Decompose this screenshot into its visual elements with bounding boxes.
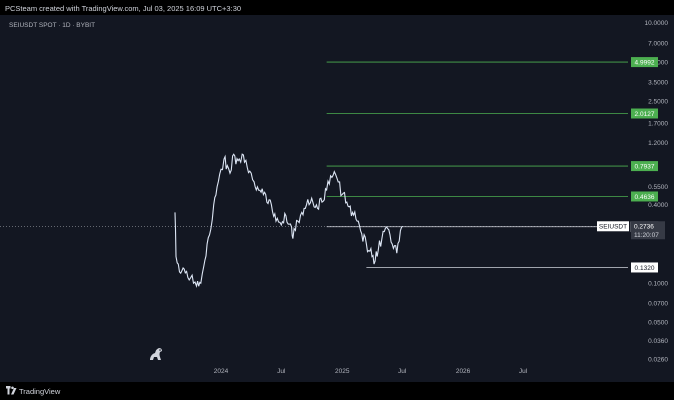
export-credit-text: PCSteam created with TradingView.com, Ju… bbox=[5, 4, 242, 13]
symbol-tag: SEIUSDT bbox=[597, 221, 629, 232]
price-line bbox=[174, 153, 404, 289]
countdown-label: 11:20:07 bbox=[634, 232, 659, 239]
level-tag-label: 0.4636 bbox=[635, 194, 655, 201]
tradingview-logo-icon bbox=[6, 386, 17, 395]
level-price-tag: 0.1320 bbox=[631, 262, 658, 273]
chart-area[interactable]: 10.0000 7.0000 5.0000 3.5000 2.5000 1.7000 1.2… bbox=[0, 15, 674, 382]
last-price-label: 0.2736 bbox=[634, 224, 654, 231]
price-axis[interactable]: 10.0000 7.0000 5.0000 3.5000 2.5000 1.7000 1.2… bbox=[645, 20, 669, 363]
y-tick-label: 0.1000 bbox=[648, 280, 668, 287]
x-tick-label: Jul bbox=[519, 368, 528, 375]
x-tick-label: Jul bbox=[277, 368, 286, 375]
level-tag-bg bbox=[631, 191, 658, 202]
price-tags: 4.99922.01270.79370.46360.27140.13200.27… bbox=[597, 57, 665, 273]
y-tick-label: 0.4000 bbox=[648, 202, 668, 209]
level-lines bbox=[0, 61, 628, 268]
price-series bbox=[174, 153, 404, 289]
level-tag-bg bbox=[631, 57, 658, 68]
export-header: PCSteam created with TradingView.com, Ju… bbox=[0, 0, 674, 15]
symbol-tag-label: SEIUSDT bbox=[599, 224, 627, 231]
y-tick-label: 5.0000 bbox=[648, 59, 668, 66]
x-tick-label: 2025 bbox=[335, 368, 350, 375]
export-footer: TradingView bbox=[0, 382, 674, 400]
y-tick-label: 7.0000 bbox=[648, 40, 668, 47]
level-price-tag: 0.4636 bbox=[631, 191, 658, 202]
y-tick-label: 0.5500 bbox=[648, 184, 668, 191]
y-tick-label: 3.5000 bbox=[648, 80, 668, 87]
symbol-tag-bg bbox=[597, 221, 629, 232]
last-price-bg bbox=[631, 221, 665, 240]
y-tick-label: 0.0360 bbox=[648, 338, 668, 345]
level-price-tag: 2.0127 bbox=[631, 108, 658, 119]
time-axis[interactable]: 2024 Jul 2025 Jul 2026 Jul bbox=[214, 368, 528, 375]
y-tick-label: 1.7000 bbox=[648, 120, 668, 127]
symbol-title: SEIUSDT SPOT · 1D · BYBIT bbox=[9, 22, 96, 29]
level-price-tag: 0.7937 bbox=[631, 161, 658, 172]
tradingview-brand: TradingView bbox=[19, 387, 61, 396]
y-tick-label: 0.0260 bbox=[648, 357, 668, 364]
x-tick-label: 2024 bbox=[214, 368, 229, 375]
level-tag-bg bbox=[631, 161, 658, 172]
level-tag-label: 0.1320 bbox=[635, 265, 655, 272]
price-chart[interactable]: 10.0000 7.0000 5.0000 3.5000 2.5000 1.7000 1.2… bbox=[0, 15, 674, 382]
level-tag-label: 2.0127 bbox=[635, 111, 655, 118]
level-tag-label: 0.7937 bbox=[635, 163, 655, 170]
level-tag-bg bbox=[631, 262, 658, 273]
y-tick-label: 1.2000 bbox=[648, 140, 668, 147]
y-tick-label: 2.5000 bbox=[648, 99, 668, 106]
y-tick-label: 0.0500 bbox=[648, 320, 668, 327]
x-tick-label: 2026 bbox=[456, 368, 471, 375]
y-tick-label: 0.0700 bbox=[648, 301, 668, 308]
level-price-tag: 4.9992 bbox=[631, 57, 658, 68]
level-tag-bg bbox=[631, 108, 658, 119]
level-tag-label: 4.9992 bbox=[635, 59, 655, 66]
x-tick-label: Jul bbox=[398, 368, 407, 375]
dino-icon bbox=[150, 348, 162, 360]
y-tick-label: 10.0000 bbox=[645, 20, 669, 27]
